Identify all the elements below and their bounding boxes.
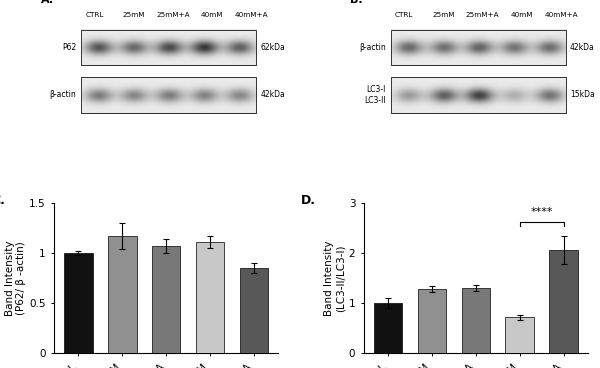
Bar: [152, 246, 181, 353]
Text: LC3-I
LC3-II: LC3-I LC3-II: [364, 85, 386, 105]
Text: B.: B.: [350, 0, 363, 5]
Text: CTRL: CTRL: [395, 12, 413, 18]
Bar: [505, 317, 534, 353]
Bar: [239, 268, 268, 353]
Bar: [418, 289, 446, 353]
Text: A.: A.: [41, 0, 53, 5]
Text: ****: ****: [530, 207, 553, 217]
Text: 40mM: 40mM: [511, 12, 533, 18]
Text: D.: D.: [301, 194, 316, 207]
Bar: [64, 253, 93, 353]
Text: 42kDa: 42kDa: [570, 43, 595, 52]
Text: 25mM: 25mM: [432, 12, 455, 18]
Bar: [461, 288, 490, 353]
FancyBboxPatch shape: [81, 77, 256, 113]
Bar: [549, 250, 578, 353]
Text: 25mM+A: 25mM+A: [156, 12, 190, 18]
Bar: [374, 303, 403, 353]
Text: C.: C.: [0, 194, 5, 207]
Text: 42kDa: 42kDa: [260, 91, 285, 99]
Text: P62: P62: [62, 43, 76, 52]
Text: 25mM+A: 25mM+A: [466, 12, 499, 18]
Y-axis label: Band Intensity
(LC3-II/LC3-I): Band Intensity (LC3-II/LC3-I): [324, 240, 346, 316]
Text: β-actin: β-actin: [359, 43, 386, 52]
Text: 40mM+A: 40mM+A: [544, 12, 578, 18]
Text: 15kDa: 15kDa: [570, 91, 595, 99]
FancyBboxPatch shape: [81, 30, 256, 66]
Text: 40mM: 40mM: [201, 12, 223, 18]
Text: β-actin: β-actin: [50, 91, 76, 99]
Text: 62kDa: 62kDa: [260, 43, 285, 52]
FancyBboxPatch shape: [391, 30, 566, 66]
Text: 25mM: 25mM: [122, 12, 145, 18]
FancyBboxPatch shape: [391, 77, 566, 113]
Bar: [108, 236, 137, 353]
Y-axis label: Band Intensity
(P62/ β -actin): Band Intensity (P62/ β -actin): [5, 240, 26, 316]
Text: CTRL: CTRL: [85, 12, 104, 18]
Bar: [196, 242, 224, 353]
Text: 40mM+A: 40mM+A: [235, 12, 268, 18]
